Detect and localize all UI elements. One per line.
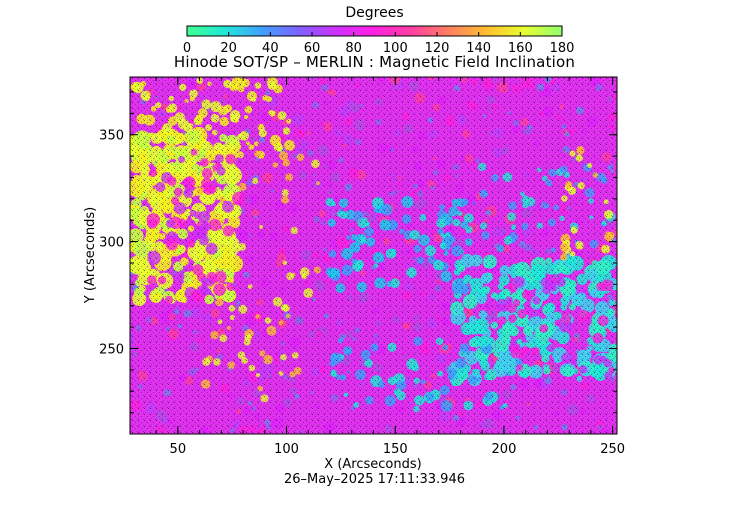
x-axis-label: X (Arcseconds) bbox=[324, 457, 421, 472]
x-tick-label: 100 bbox=[274, 442, 299, 457]
colorbar-tick-label: 120 bbox=[425, 41, 450, 56]
timestamp: 26–May–2025 17:11:33.946 bbox=[284, 472, 465, 487]
y-tick-label: 250 bbox=[99, 342, 124, 357]
colorbar-tick-label: 0 bbox=[183, 41, 191, 56]
axis-ticks: 50 100 150 200 250 250 300 350 bbox=[99, 77, 625, 457]
colorbar-tick-label: 60 bbox=[304, 41, 321, 56]
x-tick-label: 250 bbox=[600, 442, 625, 457]
colorbar-tick-label: 40 bbox=[262, 41, 279, 56]
colorbar-title: Degrees bbox=[345, 5, 404, 21]
heatmap-image bbox=[130, 77, 617, 434]
colorbar-tick-label: 160 bbox=[508, 41, 533, 56]
colorbar-tick-label: 180 bbox=[550, 41, 575, 56]
y-tick-label: 300 bbox=[99, 236, 124, 251]
y-axis-label: Y (Arcseconds) bbox=[83, 207, 98, 304]
y-tick-label: 350 bbox=[99, 129, 124, 144]
colorbar-tick-label: 140 bbox=[466, 41, 491, 56]
colorbar bbox=[186, 25, 563, 37]
colorbar-ticks: 0 20 40 60 80 100 120 140 160 180 bbox=[183, 32, 575, 56]
colorbar-tick-label: 80 bbox=[345, 41, 362, 56]
chart-title: Hinode SOT/SP – MERLIN : Magnetic Field … bbox=[173, 53, 576, 71]
colorbar-tick-label: 20 bbox=[220, 41, 237, 56]
colorbar-tick-label: 100 bbox=[383, 41, 408, 56]
x-tick-label: 200 bbox=[492, 442, 517, 457]
x-tick-label: 150 bbox=[383, 442, 408, 457]
x-tick-label: 50 bbox=[170, 442, 187, 457]
